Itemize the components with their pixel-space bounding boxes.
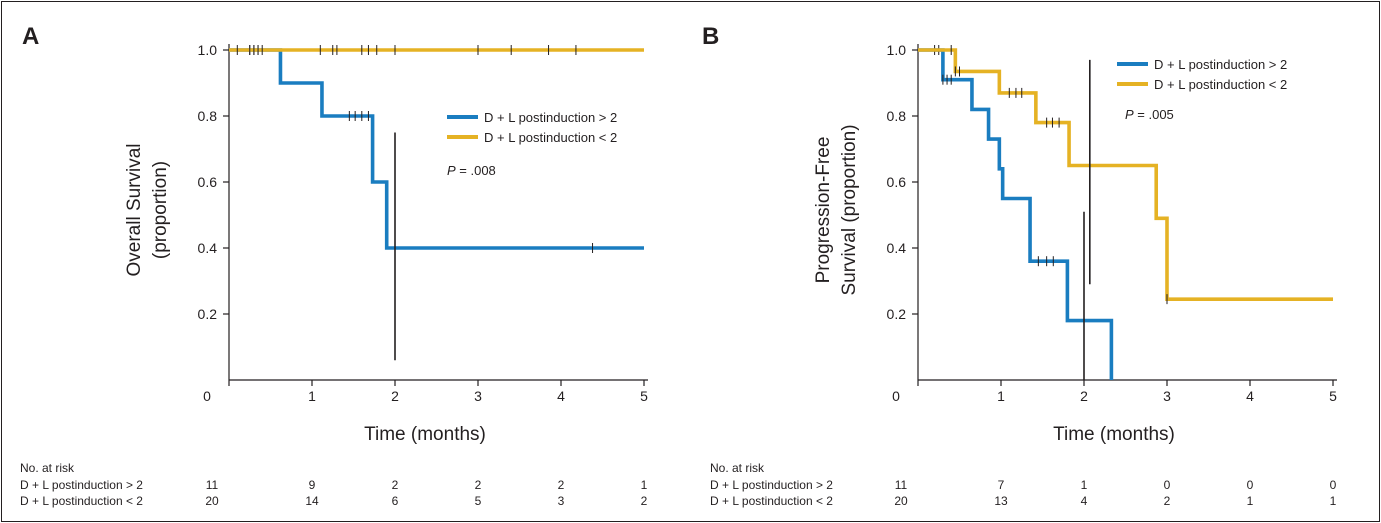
y-tick-label: 0.4 bbox=[198, 240, 218, 256]
risk-count: 0 bbox=[1247, 478, 1254, 492]
legend-label-gt2: D + L postinduction > 2 bbox=[1154, 57, 1287, 72]
y-tick-label: 1.0 bbox=[198, 42, 218, 58]
risk-count: 6 bbox=[392, 494, 399, 508]
risk-title: No. at risk bbox=[20, 461, 75, 475]
panel-letter: A bbox=[22, 23, 39, 50]
legend-label-lt2: D + L postinduction < 2 bbox=[484, 130, 617, 145]
panel-a: A Overall Survival (proportion) 0 1 2 3 4 5 0.… bbox=[20, 23, 648, 508]
y-tick-label: 0.8 bbox=[198, 108, 218, 124]
risk-count: 2 bbox=[641, 494, 648, 508]
risk-count: 5 bbox=[475, 494, 482, 508]
p-value: P = .008 bbox=[447, 163, 496, 178]
x-tick-label: 3 bbox=[474, 388, 482, 404]
risk-row-label-lt2: D + L postinduction < 2 bbox=[20, 494, 143, 508]
y-axis-title-line2: (proportion) bbox=[150, 161, 171, 259]
x-axis-title: Time (months) bbox=[1053, 424, 1175, 445]
y-axis-title-line2: Survival (proportion) bbox=[839, 124, 860, 295]
p-value-number: = .005 bbox=[1134, 107, 1174, 122]
y-axis-title-line1: Progression-Free bbox=[813, 137, 834, 284]
risk-count: 1 bbox=[1330, 494, 1337, 508]
x-tick-label: 3 bbox=[1163, 388, 1171, 404]
risk-count: 11 bbox=[206, 478, 219, 492]
risk-count: 2 bbox=[475, 478, 482, 492]
risk-count: 1 bbox=[1247, 494, 1254, 508]
x-tick-label: 0 bbox=[203, 388, 211, 404]
risk-count: 2 bbox=[558, 478, 565, 492]
y-tick-label: 0.6 bbox=[887, 174, 907, 190]
x-tick-label: 4 bbox=[557, 388, 565, 404]
legend: D + L postinduction > 2 D + L postinduct… bbox=[447, 110, 617, 145]
risk-table: No. at risk D + L postinduction > 2 D + … bbox=[20, 461, 648, 508]
risk-count: 2 bbox=[392, 478, 399, 492]
risk-count: 0 bbox=[1330, 478, 1337, 492]
survival-curve-gt2 bbox=[918, 48, 1114, 380]
risk-row-label-lt2: D + L postinduction < 2 bbox=[710, 494, 833, 508]
y-axis-title-line1: Overall Survival bbox=[124, 143, 145, 276]
y-tick-label: 0.2 bbox=[887, 306, 907, 322]
legend: D + L postinduction > 2 D + L postinduct… bbox=[1117, 57, 1287, 92]
risk-row-label-gt2: D + L postinduction > 2 bbox=[710, 478, 833, 492]
p-value-letter: P bbox=[1125, 107, 1134, 122]
p-value-number: = .008 bbox=[456, 163, 496, 178]
risk-count: 14 bbox=[305, 494, 319, 508]
p-value-letter: P bbox=[447, 163, 456, 178]
risk-count: 1 bbox=[1081, 478, 1088, 492]
y-tick-label: 1.0 bbox=[887, 42, 907, 58]
x-tick-label: 1 bbox=[308, 388, 316, 404]
plot-area: 0 1 2 3 4 5 0.2 0.4 0.6 0.8 1.0 bbox=[198, 42, 649, 404]
y-tick-label: 0.6 bbox=[198, 174, 218, 190]
x-tick-label: 2 bbox=[1080, 388, 1088, 404]
risk-count: 11 bbox=[895, 478, 908, 492]
risk-count: 9 bbox=[309, 478, 316, 492]
risk-count: 0 bbox=[1164, 478, 1171, 492]
x-tick-label: 5 bbox=[640, 388, 648, 404]
legend-label-gt2: D + L postinduction > 2 bbox=[484, 110, 617, 125]
risk-count: 20 bbox=[894, 494, 908, 508]
y-tick-label: 0.2 bbox=[198, 306, 218, 322]
panel-b: B Progression-Free Survival (proportion)… bbox=[702, 23, 1337, 508]
risk-count: 4 bbox=[1081, 494, 1088, 508]
risk-row-label-gt2: D + L postinduction > 2 bbox=[20, 478, 143, 492]
survival-curve-gt2 bbox=[229, 48, 644, 250]
risk-count: 7 bbox=[998, 478, 1005, 492]
risk-count: 1 bbox=[641, 478, 648, 492]
x-axis-title: Time (months) bbox=[364, 424, 486, 445]
x-tick-label: 1 bbox=[997, 388, 1005, 404]
legend-label-lt2: D + L postinduction < 2 bbox=[1154, 77, 1287, 92]
risk-count: 3 bbox=[558, 494, 565, 508]
y-tick-label: 0.4 bbox=[887, 240, 907, 256]
x-tick-label: 0 bbox=[892, 388, 900, 404]
x-tick-label: 2 bbox=[391, 388, 399, 404]
risk-table: No. at risk D + L postinduction > 2 D + … bbox=[710, 461, 1337, 508]
x-tick-label: 5 bbox=[1329, 388, 1337, 404]
risk-count: 13 bbox=[994, 494, 1008, 508]
panel-letter: B bbox=[702, 23, 719, 50]
risk-count: 2 bbox=[1164, 494, 1171, 508]
risk-count: 20 bbox=[205, 494, 219, 508]
plot-area: 0 1 2 3 4 5 0.2 0.4 0.6 0.8 1.0 bbox=[887, 42, 1338, 404]
p-value: P = .005 bbox=[1125, 107, 1174, 122]
y-tick-label: 0.8 bbox=[887, 108, 907, 124]
x-tick-label: 4 bbox=[1246, 388, 1254, 404]
risk-title: No. at risk bbox=[710, 461, 765, 475]
